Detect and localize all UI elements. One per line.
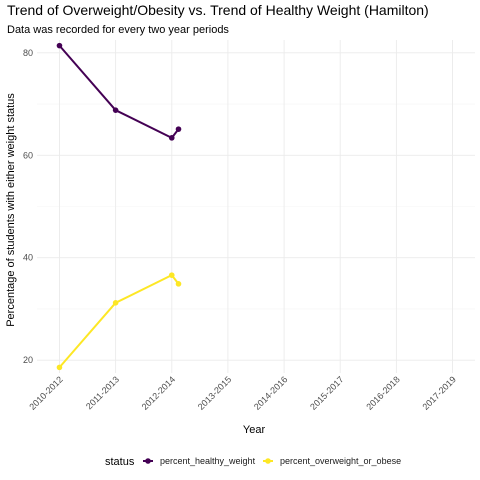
x-axis-title: Year bbox=[243, 424, 266, 436]
chart-title: Trend of Overweight/Obesity vs. Trend of… bbox=[7, 2, 429, 18]
data-point bbox=[168, 272, 175, 278]
data-point bbox=[168, 135, 175, 141]
chart-subtitle: Data was recorded for every two year per… bbox=[7, 24, 229, 36]
x-tick-label: 2017-2019 bbox=[420, 374, 458, 412]
x-tick-label: 2010-2012 bbox=[27, 374, 65, 412]
data-point bbox=[56, 42, 63, 49]
y-tick-label: 80 bbox=[23, 48, 33, 58]
y-axis-title: Percentage of students with either weigh… bbox=[5, 93, 17, 327]
x-tick-label: 2014-2016 bbox=[252, 374, 290, 412]
legend-title: status bbox=[105, 456, 135, 468]
legend-key-point bbox=[265, 458, 271, 464]
grid bbox=[37, 40, 475, 373]
x-tick-label: 2011-2013 bbox=[84, 374, 121, 411]
data-point bbox=[175, 281, 182, 287]
data-point bbox=[112, 300, 119, 306]
legend-key-point bbox=[145, 458, 151, 464]
series-line-percent_overweight_or_obese bbox=[58, 274, 180, 369]
y-tick-label: 40 bbox=[23, 253, 33, 263]
x-tick-label: 2015-2017 bbox=[308, 374, 346, 412]
y-tick-label: 20 bbox=[23, 355, 33, 365]
legend-label: percent_healthy_weight bbox=[160, 456, 256, 466]
x-tick-label: 2012-2014 bbox=[140, 374, 178, 412]
x-tick-label: 2016-2018 bbox=[364, 374, 402, 412]
legend: status percent_healthy_weight percent_ove… bbox=[105, 456, 401, 468]
series-line-percent_healthy_weight bbox=[58, 44, 180, 139]
y-axis: 20 40 60 80 bbox=[23, 48, 33, 365]
plot-series bbox=[56, 42, 182, 371]
x-tick-label: 2013-2015 bbox=[196, 374, 234, 412]
data-point bbox=[112, 107, 119, 113]
x-axis: 2010-2012 2011-2013 2012-2014 2013-2015 2014… bbox=[27, 374, 458, 412]
y-tick-label: 60 bbox=[23, 150, 33, 160]
data-point bbox=[175, 126, 182, 132]
data-point bbox=[56, 364, 63, 371]
legend-label: percent_overweight_or_obese bbox=[280, 456, 401, 466]
